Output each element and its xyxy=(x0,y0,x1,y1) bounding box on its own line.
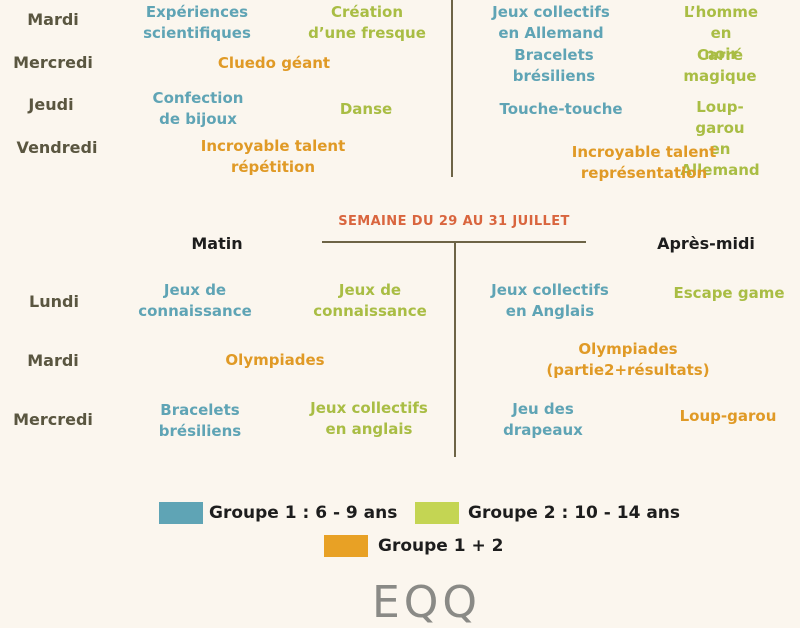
day-label-mardi-week2: Mardi xyxy=(27,351,79,370)
legend-swatch-group1 xyxy=(159,502,203,524)
activity-mardi-am-both: Olympiades xyxy=(225,351,325,369)
activity-mardi-am-group2: Création d’une fresque xyxy=(308,3,426,42)
activity-vendredi-am-both: Incroyable talent répétition xyxy=(200,137,346,176)
day-label-mardi-week1: Mardi xyxy=(27,10,79,29)
activity-mercredi-am-both: Cluedo géant xyxy=(217,54,331,72)
day-label-vendredi-week1: Vendredi xyxy=(16,138,98,157)
activity-jeudi-am-group1: Confection de bijoux xyxy=(152,89,244,128)
activity-mardi-pm-both: Olympiades (partie2+résultats) xyxy=(546,340,710,379)
column-header-matin: Matin xyxy=(191,234,243,253)
activity-jeudi-am-group2: Danse xyxy=(339,100,393,118)
activity-jeudi-pm-group2: Loup-garou en Allemand xyxy=(680,98,760,179)
footer-logo: EQQ xyxy=(372,577,482,628)
activity-mercredi-am-group1: Bracelets brésiliens xyxy=(158,401,242,440)
activity-mardi-am-group1: Expériences scientifiques xyxy=(143,3,251,42)
week1-divider-line xyxy=(451,0,453,177)
activity-mardi-pm-group1: Jeux collectifs en Allemand xyxy=(492,3,610,42)
activity-vendredi-pm-both: Incroyable talent représentation xyxy=(571,143,717,182)
legend-label-both: Groupe 1 + 2 xyxy=(378,536,504,556)
activity-mercredi-pm-group1: Bracelets brésiliens xyxy=(512,46,596,85)
day-label-mercredi-week2: Mercredi xyxy=(13,410,93,429)
activity-mercredi-am-group2: Jeux collectifs en anglais xyxy=(310,399,428,438)
activity-mercredi-pm-group2: Loup-garou xyxy=(679,407,777,425)
week2-title: SEMAINE DU 29 AU 31 JUILLET xyxy=(338,214,570,229)
legend-label-group2: Groupe 2 : 10 - 14 ans xyxy=(468,503,681,523)
legend-label-group1: Groupe 1 : 6 - 9 ans xyxy=(209,503,398,523)
activity-lundi-am-group2: Jeux de connaissance xyxy=(313,281,427,320)
activity-mercredi-pm-group2: Carré magique xyxy=(683,46,757,85)
day-label-mercredi-week1: Mercredi xyxy=(13,53,93,72)
activity-lundi-pm-group1: Jeux collectifs en Anglais xyxy=(491,281,609,320)
legend-swatch-group2 xyxy=(415,502,459,524)
activity-jeudi-pm-group1: Touche-touche xyxy=(499,100,623,118)
day-label-jeudi-week1: Jeudi xyxy=(28,95,74,114)
activity-lundi-pm-group2: Escape game xyxy=(673,284,785,302)
day-label-lundi-week2: Lundi xyxy=(29,292,79,311)
legend-swatch-both xyxy=(324,535,368,557)
activity-mardi-pm-group2: L’homme en noir xyxy=(683,3,759,63)
activity-mercredi-pm-group1: Jeu des drapeaux xyxy=(503,400,583,439)
activity-lundi-am-group1: Jeux de connaissance xyxy=(138,281,252,320)
week2-divider-line xyxy=(454,242,456,457)
column-header-apres-midi: Après-midi xyxy=(657,234,755,253)
